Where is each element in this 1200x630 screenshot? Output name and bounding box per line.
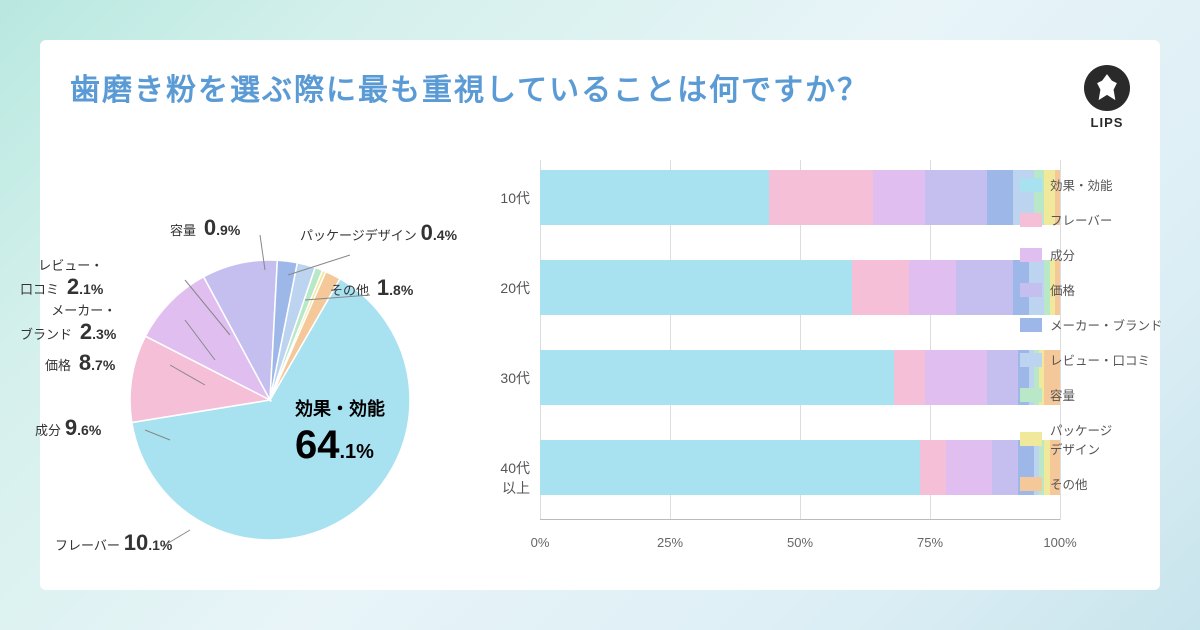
legend-label: フレーバー: [1050, 210, 1112, 229]
legend-label: 効果・効能: [1050, 175, 1113, 194]
axis-tick-label: 75%: [917, 535, 943, 550]
legend-item-review: レビュー・口コミ: [1020, 350, 1165, 369]
logo-icon: [1084, 65, 1130, 111]
bar-chart-area: 0%25%50%75%100%10代20代30代40代以上 効果・効能フレーバー…: [480, 140, 1130, 580]
pie-leader-lines: [70, 140, 490, 590]
bar-seg-flavor: [769, 170, 873, 225]
legend: 効果・効能フレーバー成分価格メーカー・ブランドレビュー・口コミ容量パッケージデザ…: [1020, 175, 1165, 509]
legend-swatch: [1020, 388, 1042, 402]
content: 効果・効能 64.1%フレーバー 10.1%成分 9.6%価格 8.7%メーカー…: [70, 140, 1130, 580]
bar-row: [540, 350, 1060, 405]
bar-seg-price: [987, 350, 1018, 405]
card: 歯磨き粉を選ぶ際に最も重視していることは何ですか？ LIPS 効果・効能 64.…: [40, 40, 1160, 590]
legend-item-ingred: 成分: [1020, 245, 1165, 264]
legend-item-effect: 効果・効能: [1020, 175, 1165, 194]
bar-row-label: 10代: [475, 188, 530, 208]
bar-seg-effect: [540, 260, 852, 315]
legend-label: 価格: [1050, 280, 1075, 299]
bar-row: [540, 170, 1060, 225]
pie-chart-area: 効果・効能 64.1%フレーバー 10.1%成分 9.6%価格 8.7%メーカー…: [70, 140, 470, 580]
legend-swatch: [1020, 213, 1042, 227]
legend-label: レビュー・口コミ: [1050, 350, 1150, 369]
legend-swatch: [1020, 477, 1042, 491]
bar-seg-effect: [540, 170, 769, 225]
bar-row: [540, 440, 1060, 495]
legend-item-flavor: フレーバー: [1020, 210, 1165, 229]
axis-tick-label: 50%: [787, 535, 813, 550]
bar-row: [540, 260, 1060, 315]
bar-row-label: 20代: [475, 278, 530, 298]
bar-seg-ingred: [873, 170, 925, 225]
bar-row-label: 40代以上: [475, 458, 530, 498]
bar-seg-maker: [987, 170, 1013, 225]
bar-seg-effect: [540, 440, 920, 495]
legend-label: メーカー・ブランド: [1050, 315, 1163, 334]
page-title: 歯磨き粉を選ぶ際に最も重視していることは何ですか？: [70, 65, 869, 109]
legend-item-package: パッケージデザイン: [1020, 420, 1165, 458]
bar-seg-flavor: [894, 350, 925, 405]
legend-item-price: 価格: [1020, 280, 1165, 299]
bar-seg-flavor: [920, 440, 946, 495]
legend-label: その他: [1050, 474, 1088, 493]
bar-seg-price: [992, 440, 1018, 495]
legend-item-other: その他: [1020, 474, 1165, 493]
legend-label: 成分: [1050, 245, 1075, 264]
legend-swatch: [1020, 432, 1042, 446]
bar-seg-ingred: [909, 260, 956, 315]
legend-label: 容量: [1050, 385, 1075, 404]
bar-seg-price: [925, 170, 987, 225]
legend-swatch: [1020, 178, 1042, 192]
legend-label: パッケージデザイン: [1050, 420, 1112, 458]
axis-tick-label: 100%: [1043, 535, 1076, 550]
legend-item-volume: 容量: [1020, 385, 1165, 404]
stacked-bar-chart: 0%25%50%75%100%10代20代30代40代以上: [540, 160, 1060, 550]
legend-item-maker: メーカー・ブランド: [1020, 315, 1165, 334]
bar-seg-ingred: [925, 350, 987, 405]
legend-swatch: [1020, 248, 1042, 262]
axis-tick-label: 25%: [657, 535, 683, 550]
bar-seg-effect: [540, 350, 894, 405]
bar-row-label: 30代: [475, 368, 530, 388]
x-axis-line: [540, 519, 1060, 520]
axis-tick-label: 0%: [531, 535, 550, 550]
bar-seg-flavor: [852, 260, 909, 315]
brand-logo: LIPS: [1084, 65, 1130, 130]
bar-seg-ingred: [946, 440, 993, 495]
legend-swatch: [1020, 283, 1042, 297]
header: 歯磨き粉を選ぶ際に最も重視していることは何ですか？ LIPS: [70, 65, 1130, 130]
legend-swatch: [1020, 353, 1042, 367]
bar-seg-price: [956, 260, 1013, 315]
brand-name: LIPS: [1091, 115, 1124, 130]
legend-swatch: [1020, 318, 1042, 332]
